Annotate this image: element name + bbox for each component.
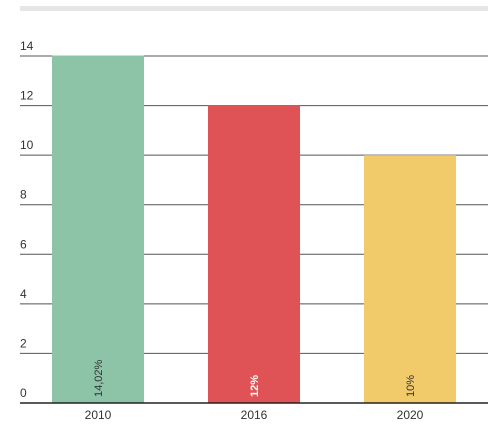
y-axis-ticks: 0 2 4 6 8 10 12 14 xyxy=(20,39,34,400)
data-label-2010: 14,02% xyxy=(93,359,105,397)
x-tick-label: 2016 xyxy=(241,408,268,422)
data-label-2020: 10% xyxy=(405,375,417,397)
data-label-2016: 12% xyxy=(249,375,261,397)
x-axis-categories: 2010 2016 2020 xyxy=(85,408,424,422)
y-tick-label: 4 xyxy=(20,287,27,301)
y-tick-label: 0 xyxy=(20,386,27,400)
data-labels: 14,02% 12% 10% xyxy=(93,359,417,397)
top-divider-band xyxy=(20,6,488,11)
bar-2016 xyxy=(208,105,300,404)
x-tick-label: 2020 xyxy=(397,408,424,422)
y-tick-label: 2 xyxy=(20,336,27,350)
x-tick-label: 2010 xyxy=(85,408,112,422)
bars xyxy=(52,55,456,404)
y-tick-label: 6 xyxy=(20,237,27,251)
y-tick-label: 10 xyxy=(20,138,34,152)
bar-2020 xyxy=(364,155,456,403)
y-tick-label: 8 xyxy=(20,188,27,202)
y-tick-label: 12 xyxy=(20,89,34,103)
y-tick-label: 14 xyxy=(20,39,34,53)
bar-2010 xyxy=(52,55,144,404)
